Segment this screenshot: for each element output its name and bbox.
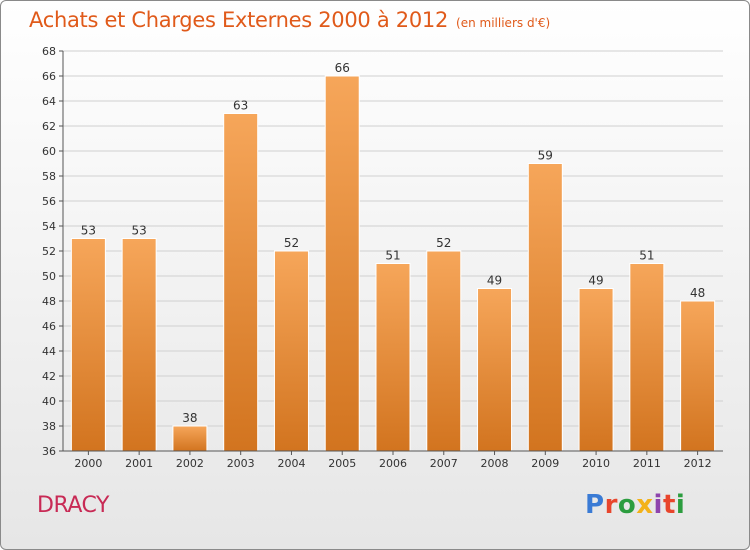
data-label-2009: 59 <box>538 149 553 163</box>
data-label-2011: 51 <box>639 249 654 263</box>
logo-letter: x <box>636 490 654 520</box>
x-tick-label-2006: 2006 <box>379 457 407 470</box>
bar-2002 <box>172 425 208 452</box>
y-tick-label: 64 <box>42 95 56 108</box>
y-tick-label: 56 <box>42 195 56 208</box>
x-axis-ticks: 2000 2001 2002 2003 2004 2005 2006 2007 2008 2009… <box>74 451 712 470</box>
bar-2004 <box>273 250 309 452</box>
bar-2007 <box>426 250 462 452</box>
bars <box>70 75 716 452</box>
bar-2009 <box>527 163 563 452</box>
bar-2010 <box>578 288 614 452</box>
data-label-2001: 53 <box>132 224 147 238</box>
data-label-2003: 63 <box>233 99 248 113</box>
x-tick-label-2011: 2011 <box>633 457 661 470</box>
x-tick-label-2005: 2005 <box>328 457 356 470</box>
data-label-2006: 51 <box>385 249 400 263</box>
logo-letter: P <box>585 490 605 520</box>
commune-name: DRACY <box>37 493 109 518</box>
bar-2012 <box>680 300 716 452</box>
data-labels: 53 53 38 63 52 66 51 52 49 59 49 51 48 <box>81 61 706 425</box>
y-tick-label: 48 <box>42 295 56 308</box>
data-label-2007: 52 <box>436 236 451 250</box>
data-label-2005: 66 <box>335 61 350 75</box>
y-tick-label: 50 <box>42 270 56 283</box>
logo-letter: t <box>662 490 676 520</box>
y-tick-label: 52 <box>42 245 56 258</box>
y-tick-label: 58 <box>42 170 56 183</box>
x-tick-label-2004: 2004 <box>277 457 305 470</box>
data-label-2010: 49 <box>588 274 603 288</box>
data-label-2000: 53 <box>81 224 96 238</box>
y-tick-label: 46 <box>42 320 56 333</box>
x-tick-label-2008: 2008 <box>481 457 509 470</box>
title-row: Achats et Charges Externes 2000 à 2012 (e… <box>29 8 550 32</box>
logo-letter: r <box>604 490 618 520</box>
bar-2005 <box>324 75 360 452</box>
data-label-2002: 38 <box>182 411 197 425</box>
bar-2003 <box>223 113 259 452</box>
y-tick-label: 40 <box>42 395 56 408</box>
x-tick-label-2012: 2012 <box>684 457 712 470</box>
y-tick-label: 60 <box>42 145 56 158</box>
data-label-2012: 48 <box>690 286 705 300</box>
y-tick-label: 42 <box>42 370 56 383</box>
proxiti-logo[interactable]: Proxiti <box>585 490 685 520</box>
y-tick-label: 54 <box>42 220 56 233</box>
bar-2006 <box>375 263 411 452</box>
y-tick-label: 44 <box>42 345 56 358</box>
data-label-2004: 52 <box>284 236 299 250</box>
x-tick-label-2002: 2002 <box>176 457 204 470</box>
bar-2011 <box>629 263 665 452</box>
logo-letter: o <box>617 490 637 520</box>
chart-title: Achats et Charges Externes 2000 à 2012 <box>29 8 449 32</box>
data-label-2008: 49 <box>487 274 502 288</box>
y-tick-label: 38 <box>42 420 56 433</box>
x-tick-label-2009: 2009 <box>531 457 559 470</box>
y-tick-label: 66 <box>42 70 56 83</box>
bar-2000 <box>70 238 106 452</box>
y-axis-ticks: 36 38 40 42 44 46 48 50 52 54 56 58 60 62 64 66 68 <box>42 45 63 458</box>
y-tick-label: 62 <box>42 120 56 133</box>
bar-2001 <box>121 238 157 452</box>
x-tick-label-2007: 2007 <box>430 457 458 470</box>
x-tick-label-2001: 2001 <box>125 457 153 470</box>
y-tick-label: 36 <box>42 445 56 458</box>
logo-letter: i <box>653 490 663 520</box>
x-tick-label-2010: 2010 <box>582 457 610 470</box>
chart-subtitle: (en milliers d'€) <box>456 16 551 30</box>
logo-letter: i <box>675 490 686 520</box>
bar-2008 <box>477 288 513 452</box>
x-tick-label-2000: 2000 <box>74 457 102 470</box>
x-tick-label-2003: 2003 <box>227 457 255 470</box>
y-tick-label: 68 <box>42 45 56 58</box>
